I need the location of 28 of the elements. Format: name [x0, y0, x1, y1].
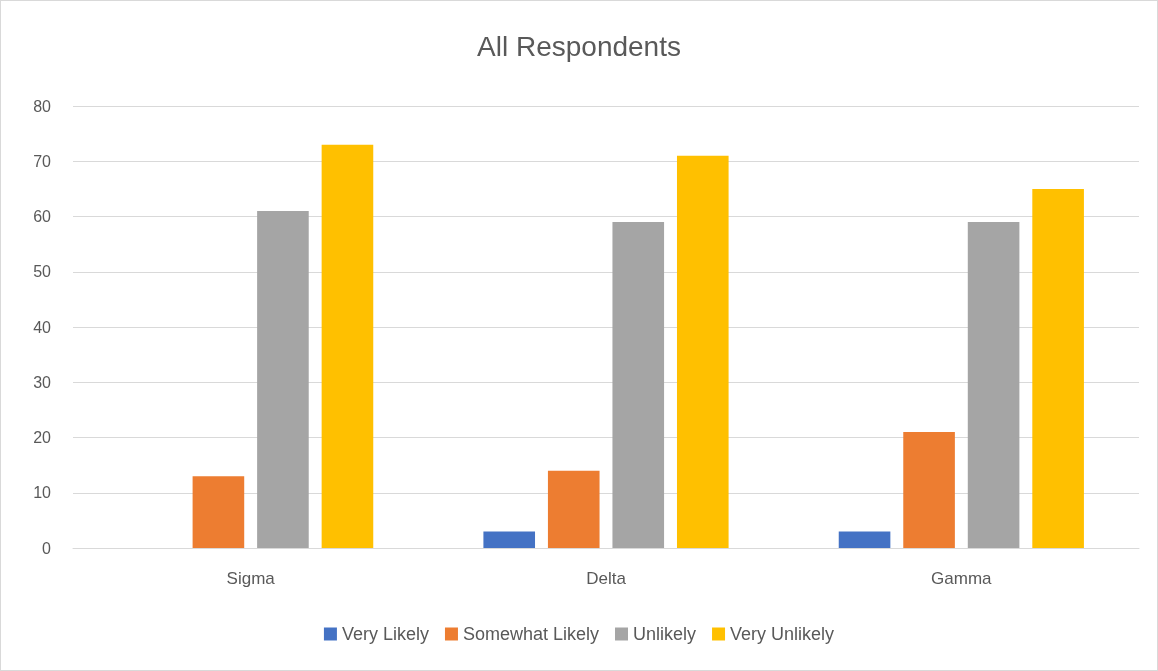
y-tick-label: 60 — [33, 208, 52, 225]
bar — [1032, 188, 1084, 548]
chart-title: All Respondents — [477, 30, 681, 62]
bar — [257, 210, 309, 548]
legend-label: Very Unlikely — [730, 624, 835, 644]
y-tick-label: 50 — [33, 263, 52, 281]
y-tick-label: 70 — [33, 152, 52, 170]
x-tick-label: Sigma — [226, 569, 276, 588]
y-tick-label: 40 — [33, 318, 52, 336]
bar — [547, 470, 600, 548]
bar — [321, 144, 374, 548]
bar — [676, 155, 729, 548]
bar — [483, 531, 536, 548]
legend-label: Unlikely — [633, 624, 697, 644]
y-tick-label: 20 — [33, 429, 52, 446]
legend-label: Somewhat Likely — [462, 624, 600, 644]
y-tick-label: 10 — [33, 484, 52, 502]
legend-label: Very Likely — [341, 624, 429, 644]
y-tick-label: 0 — [42, 539, 52, 557]
bar — [192, 476, 245, 548]
y-tick-label: 80 — [33, 97, 52, 115]
y-tick-label: 30 — [33, 373, 52, 391]
bar — [903, 431, 955, 548]
x-tick-label: Gamma — [931, 569, 993, 588]
bar — [838, 531, 891, 548]
bar — [612, 222, 665, 548]
bar — [967, 222, 1020, 548]
x-tick-label: Delta — [586, 569, 627, 588]
